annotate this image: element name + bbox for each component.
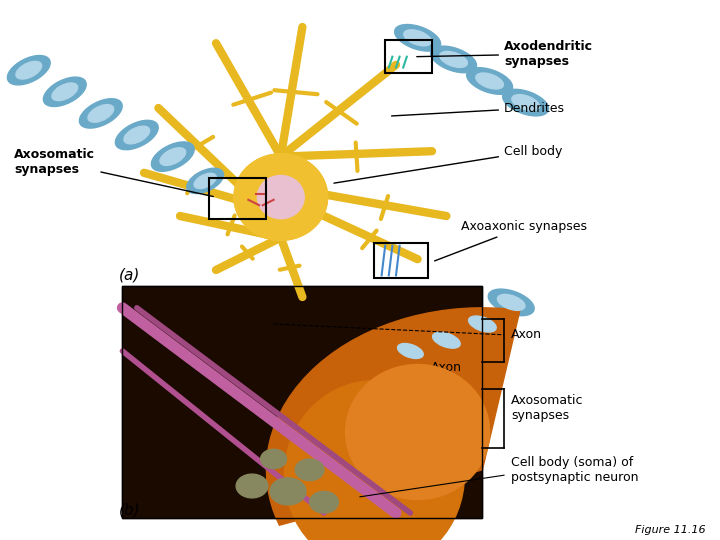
Text: Cell body: Cell body (334, 145, 562, 183)
Text: Figure 11.16: Figure 11.16 (635, 524, 706, 535)
Circle shape (261, 449, 287, 469)
Ellipse shape (476, 73, 503, 89)
Ellipse shape (459, 310, 505, 338)
Bar (385, 40, 432, 73)
Ellipse shape (346, 364, 490, 500)
Bar (374, 243, 428, 278)
Text: Cell body (soma) of
postsynaptic neuron: Cell body (soma) of postsynaptic neuron (511, 456, 639, 484)
Ellipse shape (7, 56, 50, 85)
Ellipse shape (194, 173, 216, 188)
Text: (b): (b) (119, 503, 140, 518)
Ellipse shape (259, 177, 302, 217)
Ellipse shape (498, 294, 525, 310)
Ellipse shape (423, 327, 469, 354)
Ellipse shape (431, 46, 477, 73)
Ellipse shape (124, 126, 150, 144)
Ellipse shape (88, 105, 114, 122)
Ellipse shape (234, 154, 328, 240)
Text: Axoaxonic synapses: Axoaxonic synapses (435, 220, 587, 261)
Text: Axodendritic
synapses: Axodendritic synapses (417, 40, 593, 68)
Text: Axosomatic
synapses: Axosomatic synapses (511, 394, 584, 422)
Ellipse shape (186, 168, 224, 193)
Ellipse shape (433, 332, 460, 348)
Circle shape (310, 491, 338, 513)
Bar (209, 178, 266, 219)
Ellipse shape (16, 62, 42, 79)
Circle shape (295, 459, 324, 481)
Ellipse shape (469, 316, 496, 332)
Bar (122, 286, 482, 518)
Ellipse shape (52, 83, 78, 100)
Ellipse shape (440, 51, 467, 68)
Ellipse shape (234, 154, 328, 240)
Ellipse shape (389, 339, 432, 363)
Ellipse shape (488, 289, 534, 316)
Bar (122, 286, 482, 518)
Text: (a): (a) (119, 268, 140, 283)
Wedge shape (266, 308, 520, 525)
Ellipse shape (395, 24, 441, 51)
Ellipse shape (160, 148, 186, 165)
Text: Axon: Axon (511, 328, 542, 341)
Ellipse shape (79, 99, 122, 128)
Text: Axosomatic
synapses: Axosomatic synapses (14, 148, 213, 197)
Ellipse shape (151, 142, 194, 171)
Circle shape (236, 474, 268, 498)
Text: Axon: Axon (431, 361, 462, 374)
Ellipse shape (43, 77, 86, 106)
Circle shape (270, 478, 306, 505)
Ellipse shape (503, 89, 549, 116)
Ellipse shape (258, 176, 304, 219)
Ellipse shape (115, 120, 158, 150)
Text: Dendrites: Dendrites (392, 102, 565, 116)
Ellipse shape (512, 94, 539, 111)
Ellipse shape (397, 343, 423, 359)
Ellipse shape (467, 68, 513, 94)
Ellipse shape (284, 381, 464, 540)
Ellipse shape (404, 30, 431, 46)
